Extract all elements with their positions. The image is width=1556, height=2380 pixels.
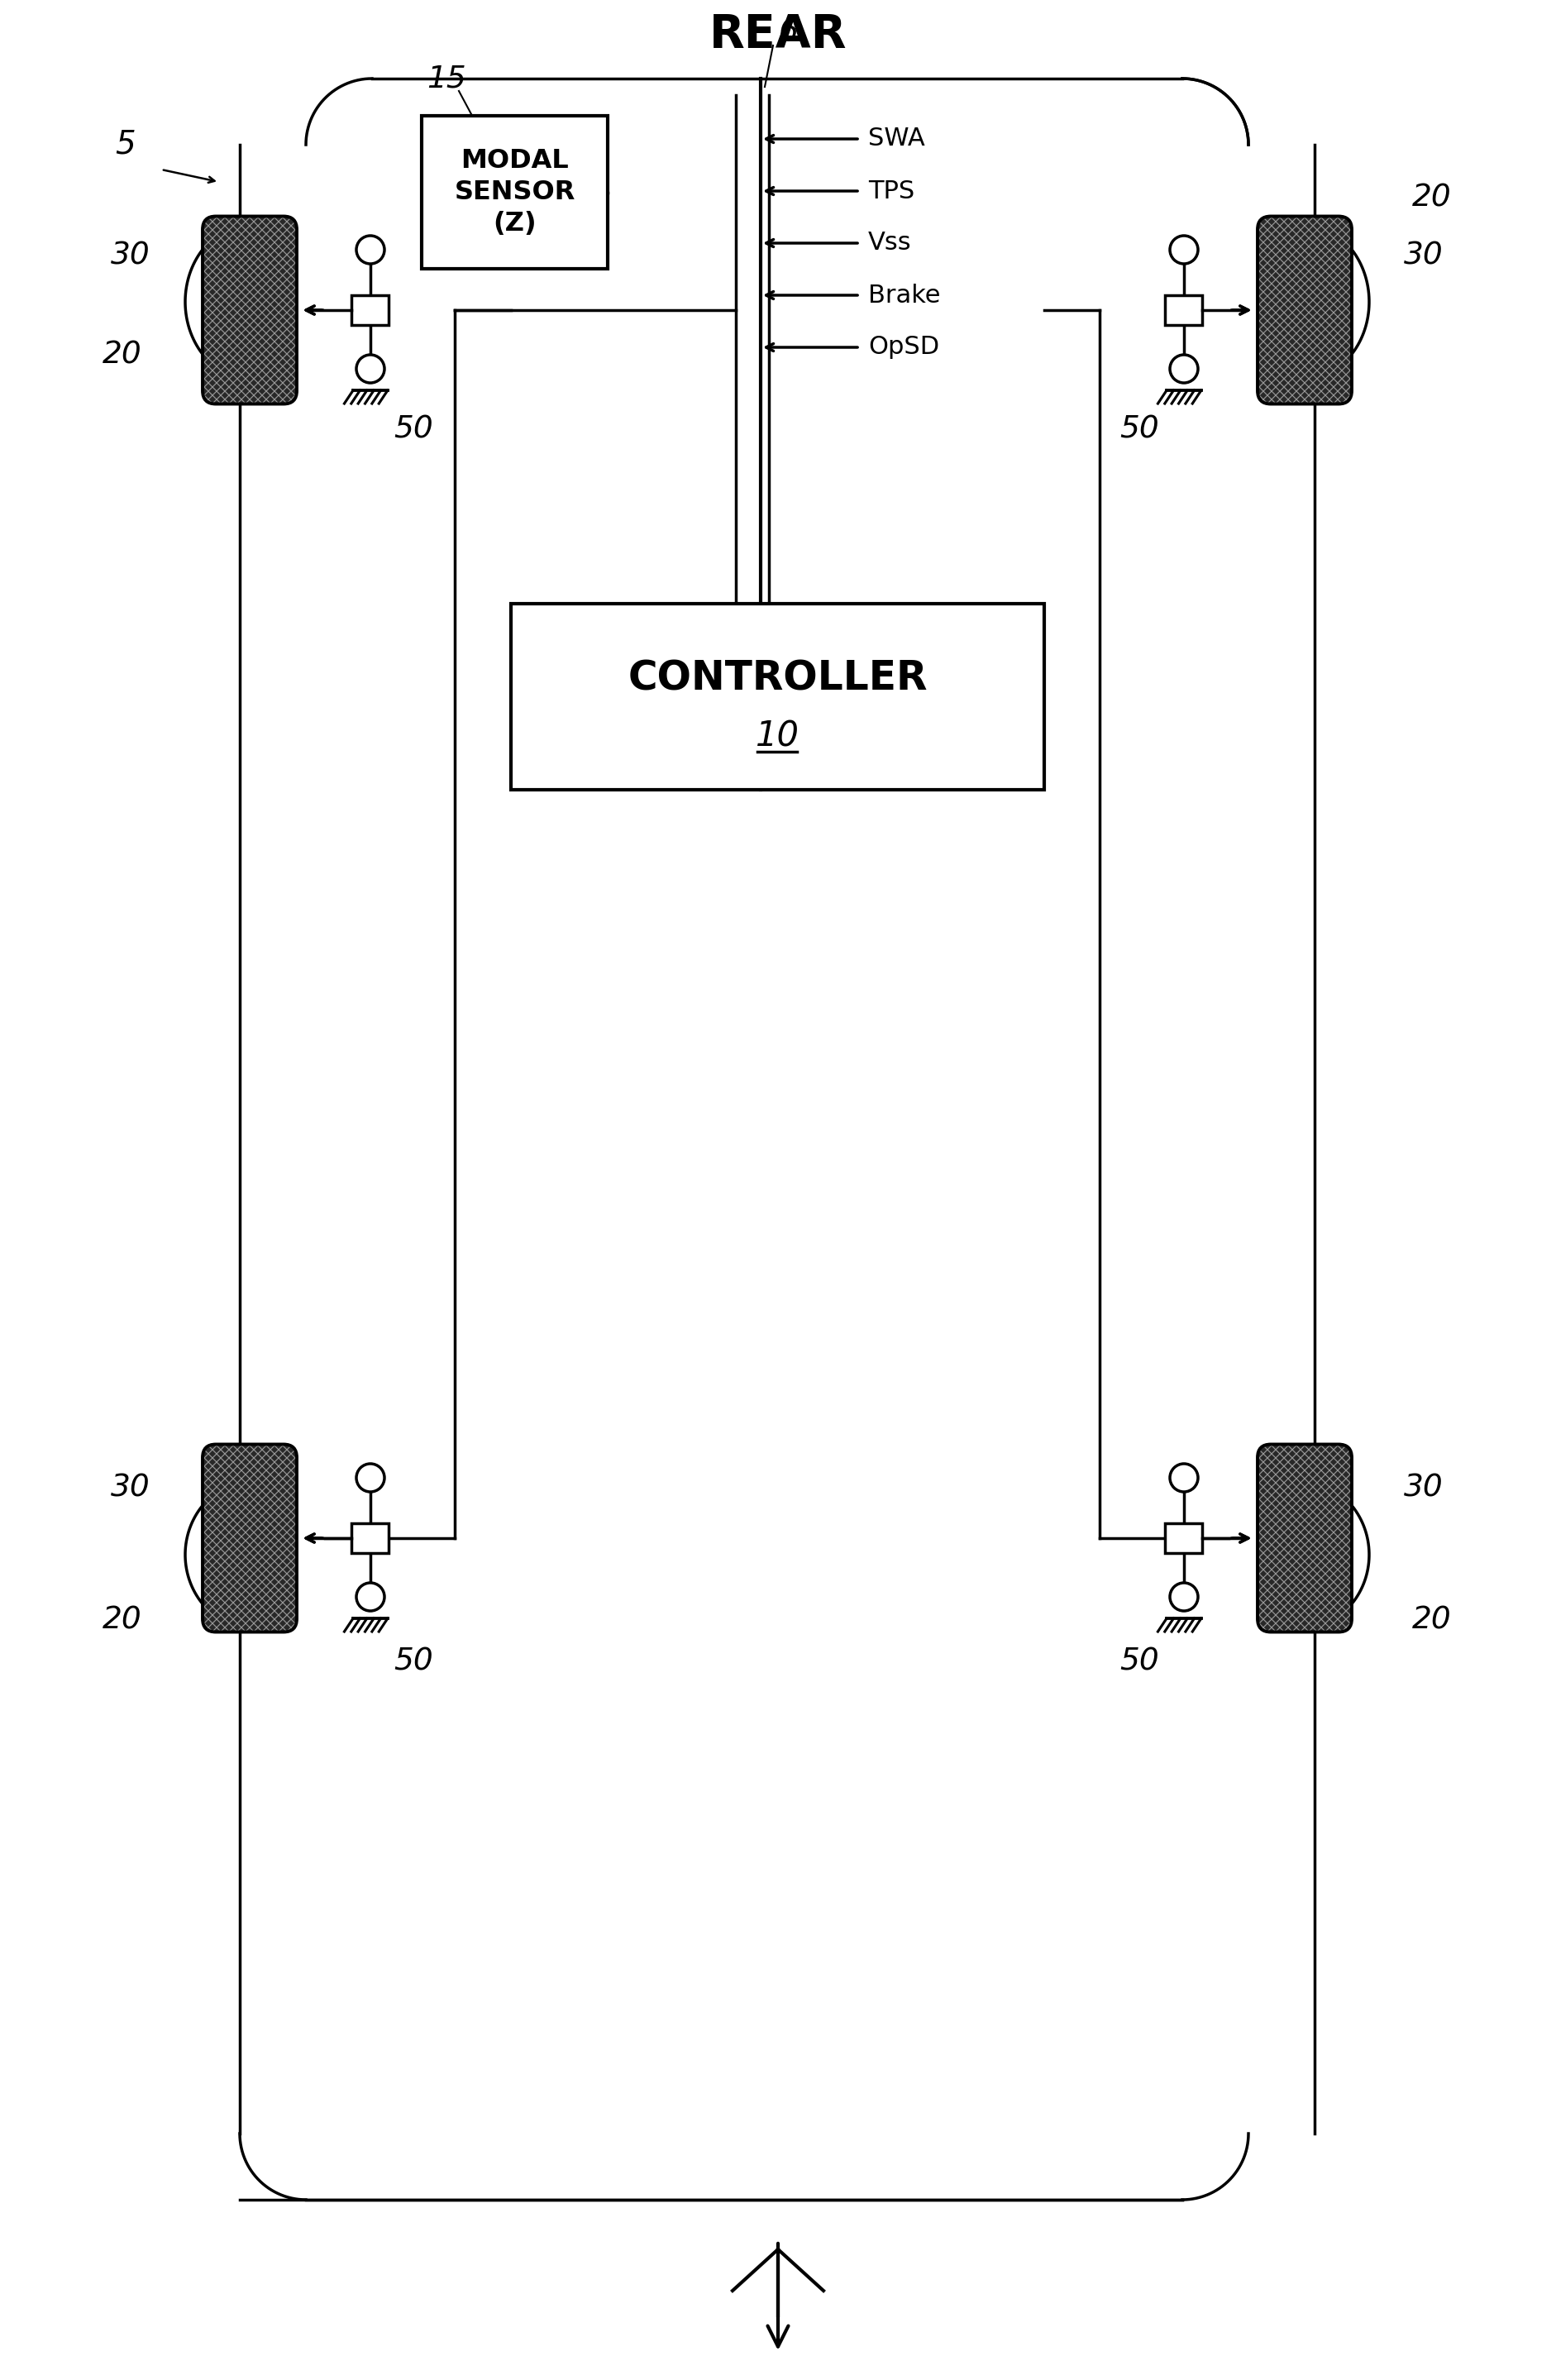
Text: 30: 30 [1404, 1473, 1444, 1504]
Text: MODAL
SENSOR
(Z): MODAL SENSOR (Z) [454, 148, 576, 236]
Text: SWA: SWA [868, 126, 924, 150]
Circle shape [356, 236, 384, 264]
Circle shape [356, 355, 384, 383]
Text: TPS: TPS [868, 178, 915, 202]
Text: Brake: Brake [868, 283, 940, 307]
Text: 20: 20 [1413, 1606, 1452, 1635]
FancyBboxPatch shape [1257, 1445, 1352, 1633]
FancyBboxPatch shape [202, 1445, 297, 1633]
Text: 10: 10 [756, 719, 800, 754]
FancyBboxPatch shape [1257, 217, 1352, 405]
Circle shape [1170, 1583, 1198, 1611]
Text: 30: 30 [110, 240, 151, 271]
Text: OpSD: OpSD [868, 336, 940, 359]
Circle shape [1170, 355, 1198, 383]
Bar [352, 295, 389, 326]
Text: 50: 50 [394, 1647, 433, 1678]
Text: 50: 50 [394, 414, 433, 445]
Text: 6: 6 [780, 19, 798, 48]
Text: 50: 50 [1120, 1647, 1159, 1678]
Text: 15: 15 [426, 64, 467, 93]
Text: 50: 50 [1120, 414, 1159, 445]
Circle shape [356, 1583, 384, 1611]
Text: 5: 5 [115, 129, 135, 159]
Text: 20: 20 [1413, 183, 1452, 214]
Text: 20: 20 [103, 1606, 142, 1635]
Text: 30: 30 [1404, 240, 1444, 271]
Text: 30: 30 [110, 1473, 151, 1504]
Text: 20: 20 [103, 340, 142, 371]
Circle shape [1170, 236, 1198, 264]
Circle shape [1170, 1464, 1198, 1492]
FancyBboxPatch shape [202, 217, 297, 405]
Bar [510, 605, 1044, 790]
Bar [352, 1523, 389, 1554]
Circle shape [356, 1464, 384, 1492]
Bar [1165, 1523, 1203, 1554]
Text: REAR: REAR [710, 12, 846, 57]
Text: Vss: Vss [868, 231, 912, 255]
Text: CONTROLLER: CONTROLLER [627, 659, 927, 697]
Bar [1165, 295, 1203, 326]
Bar [422, 117, 608, 269]
